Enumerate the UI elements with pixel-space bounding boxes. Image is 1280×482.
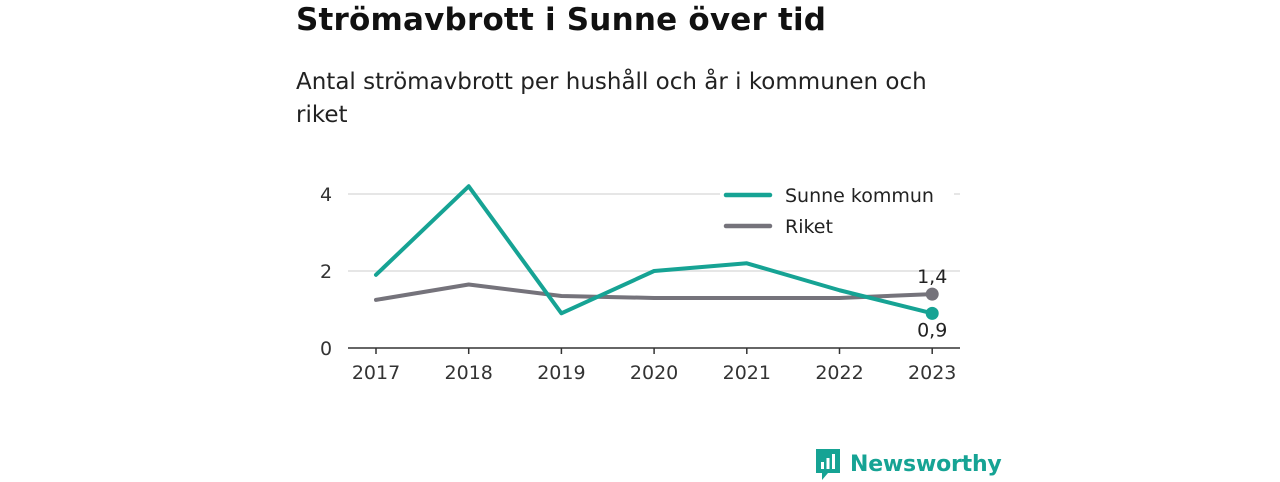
- brand-logo: Newsworthy: [814, 446, 1002, 482]
- series-line-sunne-kommun: [374, 184, 935, 316]
- x-tick-label: 2022: [815, 362, 863, 384]
- x-tick-label: 2020: [630, 362, 678, 384]
- y-tick-label: 0: [320, 338, 332, 360]
- newsworthy-logo-icon: [816, 449, 840, 480]
- y-tick-label: 2: [320, 261, 332, 283]
- series-line-riket: [374, 282, 935, 302]
- x-tick-label: 2023: [908, 362, 956, 384]
- brand-name: Newsworthy: [850, 451, 1002, 477]
- end-value-label: 1,4: [917, 266, 947, 288]
- x-tick-label: 2018: [445, 362, 493, 384]
- legend-label: Riket: [785, 216, 833, 238]
- x-tick-label: 2021: [723, 362, 771, 384]
- y-tick-label: 4: [320, 184, 332, 206]
- x-tick-label: 2019: [537, 362, 585, 384]
- chart-subtitle: Antal strömavbrott per hushåll och år i …: [296, 69, 927, 128]
- legend-label: Sunne kommun: [785, 185, 934, 207]
- x-tick-label: 2017: [352, 362, 400, 384]
- end-value-label: 0,9: [917, 319, 947, 341]
- line-chart: 0 2 4 2017 2018 2019 2020 2021 2022 2023 0,9 1,4 Sun…: [319, 184, 960, 384]
- end-point-sunne-kommun: [925, 306, 939, 320]
- chart-title: Strömavbrott i Sunne över tid: [296, 2, 827, 38]
- end-point-riket: [925, 287, 939, 301]
